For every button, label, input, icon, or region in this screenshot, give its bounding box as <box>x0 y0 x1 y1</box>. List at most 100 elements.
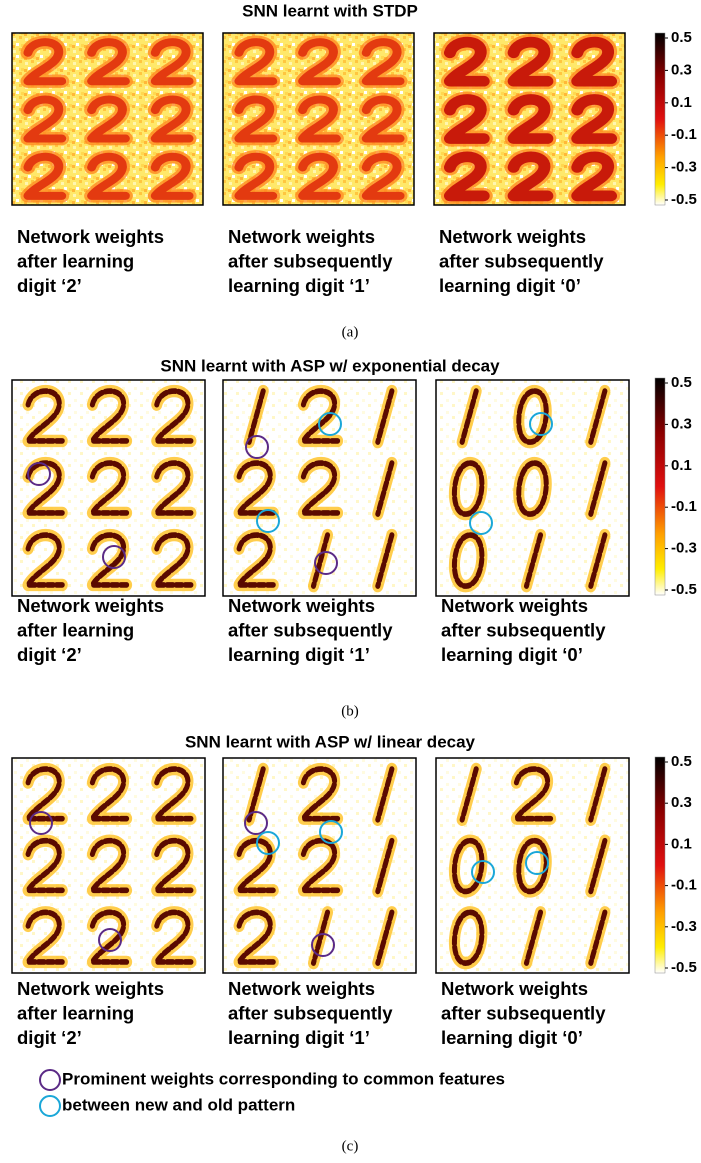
digit-core <box>452 532 485 589</box>
digit-core <box>25 766 65 822</box>
digit-core <box>234 95 278 143</box>
common-feature-marker <box>245 435 269 459</box>
colorbar <box>654 32 666 206</box>
panel-caption: after learning <box>17 1002 134 1023</box>
digit-weights <box>151 906 197 969</box>
digit-weights <box>233 906 279 969</box>
panel-caption: digit ‘2’ <box>17 644 82 665</box>
digit-core <box>89 388 130 444</box>
digit-weights <box>147 35 197 88</box>
digit-core <box>150 152 194 200</box>
digit-weights <box>22 906 68 969</box>
digit-core <box>571 94 618 144</box>
panel-caption: digit ‘2’ <box>17 1027 82 1048</box>
legend-text: Prominent weights corresponding to commo… <box>62 1069 505 1088</box>
digit-weights <box>86 762 133 825</box>
digit-weights <box>520 906 547 970</box>
digit-weights <box>84 35 133 88</box>
colorbar-tick-label: -0.1 <box>671 498 697 515</box>
digit-core <box>571 151 618 202</box>
digit-core <box>150 38 194 86</box>
digit-core <box>246 766 266 823</box>
colorbar-tick-label: -0.1 <box>671 126 697 143</box>
digit-core <box>300 388 341 444</box>
colorbar <box>654 756 666 974</box>
colorbar-tick-label: 0.1 <box>671 457 692 474</box>
digit-weights <box>449 456 488 521</box>
digit-core <box>89 460 130 516</box>
digit-weights <box>372 528 398 593</box>
digit-weights <box>513 456 552 521</box>
digit-weights <box>243 384 269 449</box>
digit-core <box>154 460 194 516</box>
panel-caption: learning digit ‘1’ <box>228 1027 370 1048</box>
figure-title: SNN learnt with ASP w/ exponential decay <box>160 356 500 375</box>
digit-core <box>154 909 194 965</box>
digit-weights <box>456 762 482 826</box>
digit-weights <box>86 529 133 592</box>
colorbar-tick-label: -0.1 <box>671 877 697 894</box>
digit-core <box>375 766 395 823</box>
digit-weights <box>520 528 547 593</box>
digit-core <box>507 94 554 144</box>
digit-weights <box>449 834 488 898</box>
digit-core <box>87 95 130 143</box>
panel-caption: after subsequently <box>441 1002 606 1023</box>
digit-weights <box>372 906 398 970</box>
digit-core <box>234 152 278 200</box>
digit-core <box>588 909 608 966</box>
digit-weights <box>151 762 197 825</box>
digit-core <box>588 388 608 445</box>
digit-weights <box>151 457 197 520</box>
digit-core <box>523 909 544 966</box>
digit-core <box>452 837 485 895</box>
weight-panel <box>11 757 206 974</box>
digit-weights <box>449 906 488 970</box>
digit-weights <box>84 150 133 203</box>
digit-weights <box>84 92 133 146</box>
subfigure-label: (c) <box>342 1138 359 1154</box>
common-feature-marker <box>29 811 53 835</box>
common-feature-marker <box>469 511 493 535</box>
digit-weights <box>22 385 68 448</box>
digit-weights <box>440 91 493 147</box>
digit-core <box>588 837 608 895</box>
digit-core <box>298 95 341 143</box>
digit-core <box>452 909 485 966</box>
digit-weights <box>372 834 398 898</box>
digit-weights <box>440 148 493 204</box>
digit-core <box>588 532 608 589</box>
digit-core <box>459 766 479 823</box>
digit-weights <box>510 762 557 825</box>
digit-weights <box>233 529 279 592</box>
colorbar-tick-label: 0.5 <box>671 29 692 46</box>
digit-core <box>154 532 194 588</box>
colorbar-tick-label: -0.5 <box>671 581 697 598</box>
digit-core <box>89 766 130 822</box>
legend-marker <box>39 1069 61 1091</box>
digit-core <box>375 837 395 895</box>
digit-weights <box>358 35 408 88</box>
digit-weights <box>20 92 70 146</box>
digit-weights <box>20 35 70 88</box>
digit-core <box>154 838 194 894</box>
subfigure-label: (b) <box>341 703 359 719</box>
common-feature-marker <box>244 811 268 835</box>
digit-core <box>516 837 549 895</box>
digit-weights <box>568 148 621 204</box>
digit-core <box>23 95 67 143</box>
digit-weights <box>147 92 197 146</box>
panel-caption: Network weights <box>441 595 588 616</box>
digit-core <box>523 532 544 589</box>
panel-caption: learning digit ‘0’ <box>441 644 583 665</box>
subfigure-label: (a) <box>342 324 359 340</box>
digit-weights <box>22 762 68 825</box>
figure-title: SNN learnt with STDP <box>242 1 418 20</box>
panel-caption: Network weights <box>439 226 586 247</box>
digit-weights <box>513 384 552 449</box>
common-feature-marker <box>319 820 343 844</box>
digit-weights <box>297 834 344 897</box>
colorbar-tick-label: 0.5 <box>671 753 692 770</box>
digit-weights <box>231 35 281 88</box>
